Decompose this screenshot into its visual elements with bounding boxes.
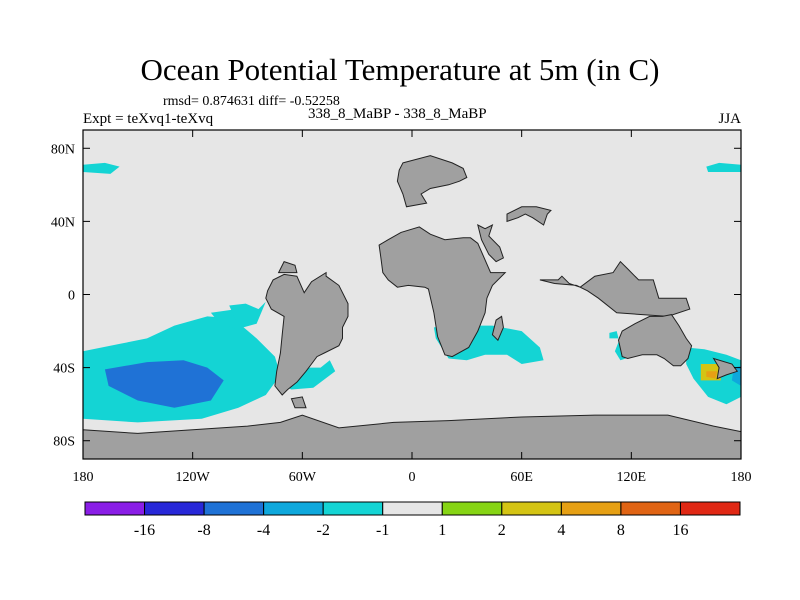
colorbar-swatch-7	[501, 501, 562, 516]
land-mass-9	[491, 315, 504, 342]
colorbar: -16 -8 -4 -2 -1 1 2 4 8 16	[84, 501, 741, 539]
x-tick-label-6: 180	[731, 470, 752, 485]
colorbar-swatch-2	[203, 501, 265, 516]
y-tick-label-0: 80N	[51, 142, 75, 157]
colorbar-swatch-8	[560, 501, 622, 516]
right-subtitle: JJA	[718, 111, 741, 127]
anomaly-region-6	[706, 162, 741, 172]
land-mass-2	[396, 155, 468, 208]
land-mass-8	[477, 224, 505, 263]
land-mass-10	[277, 260, 298, 274]
colorbar-swatch-9	[620, 501, 681, 516]
colorbar-swatch-0	[84, 501, 146, 516]
land-mass-7	[506, 206, 552, 226]
colorbar-swatch-6	[441, 501, 503, 516]
anomaly-region-5	[83, 162, 120, 174]
colorbar-label-0: -16	[134, 522, 155, 539]
colorbar-label-2: -4	[257, 522, 270, 539]
left-subtitle: Expt = teXvq1-teXvq	[83, 111, 214, 127]
x-tick-label-5: 120E	[617, 470, 647, 485]
colorbar-label-1: -8	[197, 522, 210, 539]
chart-title: Ocean Potential Temperature at 5m (in C)	[140, 52, 660, 87]
x-tick-label-4: 60E	[510, 470, 533, 485]
anomaly-region-1	[104, 360, 224, 408]
colorbar-swatch-5	[382, 501, 443, 516]
land-mass-11	[290, 396, 307, 409]
y-tick-label-4: 80S	[53, 435, 75, 450]
colorbar-label-4: -1	[376, 522, 389, 539]
stats-text: rmsd= 0.874631 diff= -0.52258	[163, 94, 340, 109]
colorbar-swatch-10	[679, 501, 741, 516]
anomaly-region-3	[229, 303, 259, 322]
colorbar-label-3: -2	[317, 522, 330, 539]
land-mass-1	[378, 226, 507, 358]
colorbar-label-9: 16	[673, 522, 689, 539]
x-tick-label-1: 120W	[176, 470, 211, 485]
anomaly-region-13	[706, 371, 718, 379]
colorbar-label-5: 1	[438, 522, 446, 539]
colorbar-swatch-4	[322, 501, 384, 516]
land-mass-3	[83, 414, 741, 459]
axes-layer: 180 120W 60W 0 60E 120E 180 80N 40N 0 40S 80S	[51, 130, 752, 485]
land-mass-5	[617, 314, 693, 367]
colorbar-label-7: 4	[557, 522, 565, 539]
colorbar-swatch-1	[144, 501, 205, 516]
anomaly-region-10	[609, 331, 619, 339]
land-layer	[83, 155, 741, 459]
y-tick-label-1: 40N	[51, 215, 75, 230]
y-tick-label-2: 0	[68, 289, 75, 304]
x-tick-label-0: 180	[73, 470, 94, 485]
ocean-anomaly-layer	[83, 162, 741, 423]
center-subtitle: 338_8_MaBP - 338_8_MaBP	[308, 106, 487, 122]
x-tick-label-2: 60W	[289, 470, 317, 485]
colorbar-swatch-3	[263, 501, 324, 516]
colorbar-label-6: 2	[498, 522, 506, 539]
land-mass-4	[539, 260, 691, 317]
land-mass-6	[712, 357, 739, 380]
colorbar-label-8: 8	[617, 522, 625, 539]
land-mass-0	[265, 271, 349, 396]
x-tick-label-3: 0	[409, 470, 416, 485]
y-tick-label-3: 40S	[53, 362, 75, 377]
